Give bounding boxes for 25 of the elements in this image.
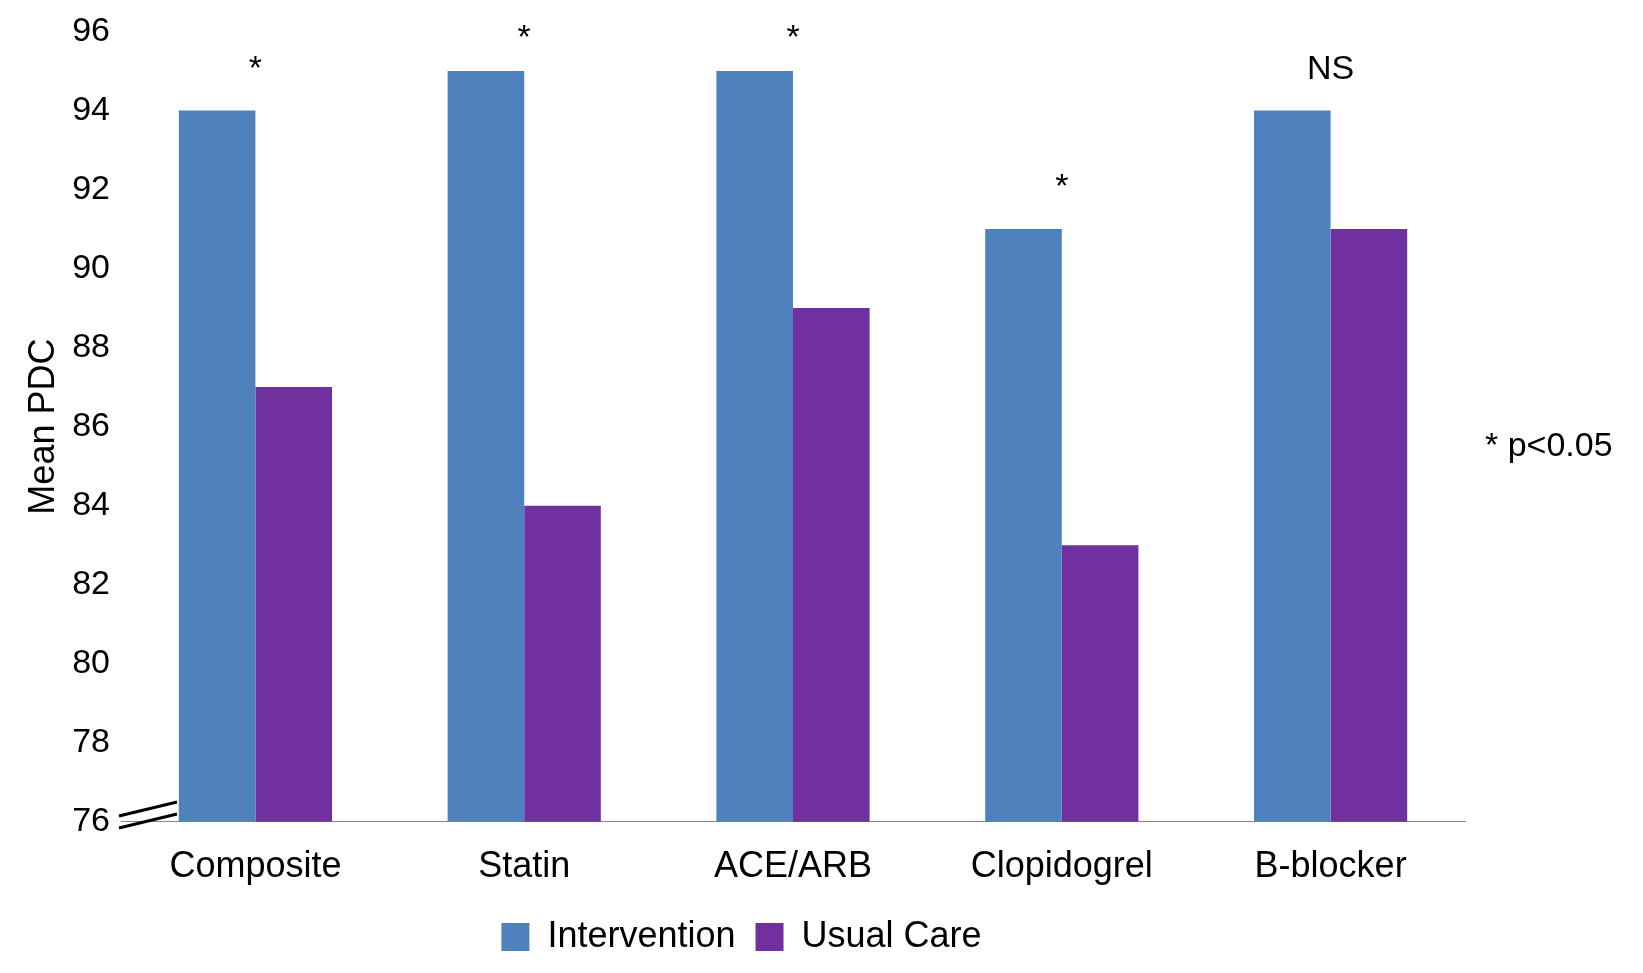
x-tick-label: B-blocker [1254, 844, 1407, 886]
annotation: * [248, 47, 263, 86]
text: * p<0.05 [1485, 424, 1613, 463]
y-tick-label: 92 [72, 167, 111, 206]
legend-label: Intervention [547, 913, 736, 955]
y-tick-label: 82 [72, 563, 111, 602]
y-tick-label: 96 [72, 9, 111, 48]
y-tick-label: 88 [72, 325, 111, 364]
x-tick-label: Composite [169, 844, 342, 886]
annotation: * [786, 17, 800, 56]
y-tick-label: 80 [72, 642, 111, 681]
legend-label: Usual Care [801, 913, 982, 955]
y-tick-label: 84 [72, 484, 111, 523]
annotation: * [1055, 166, 1069, 205]
y-axis-title: Mean PDC [20, 338, 62, 515]
y-tick-label: 90 [72, 246, 111, 285]
x-tick-label: ACE/ARB [713, 844, 873, 886]
y-tick-label: 94 [72, 88, 111, 127]
y-tick-label: 86 [72, 404, 111, 443]
y-tick-label: 76 [72, 800, 111, 839]
annotation: * [517, 17, 531, 56]
annotation: NS [1306, 47, 1355, 86]
y-tick-label: 78 [72, 721, 111, 760]
x-tick-label: Statin [478, 844, 571, 886]
x-tick-label: Clopidogrel [970, 844, 1153, 886]
